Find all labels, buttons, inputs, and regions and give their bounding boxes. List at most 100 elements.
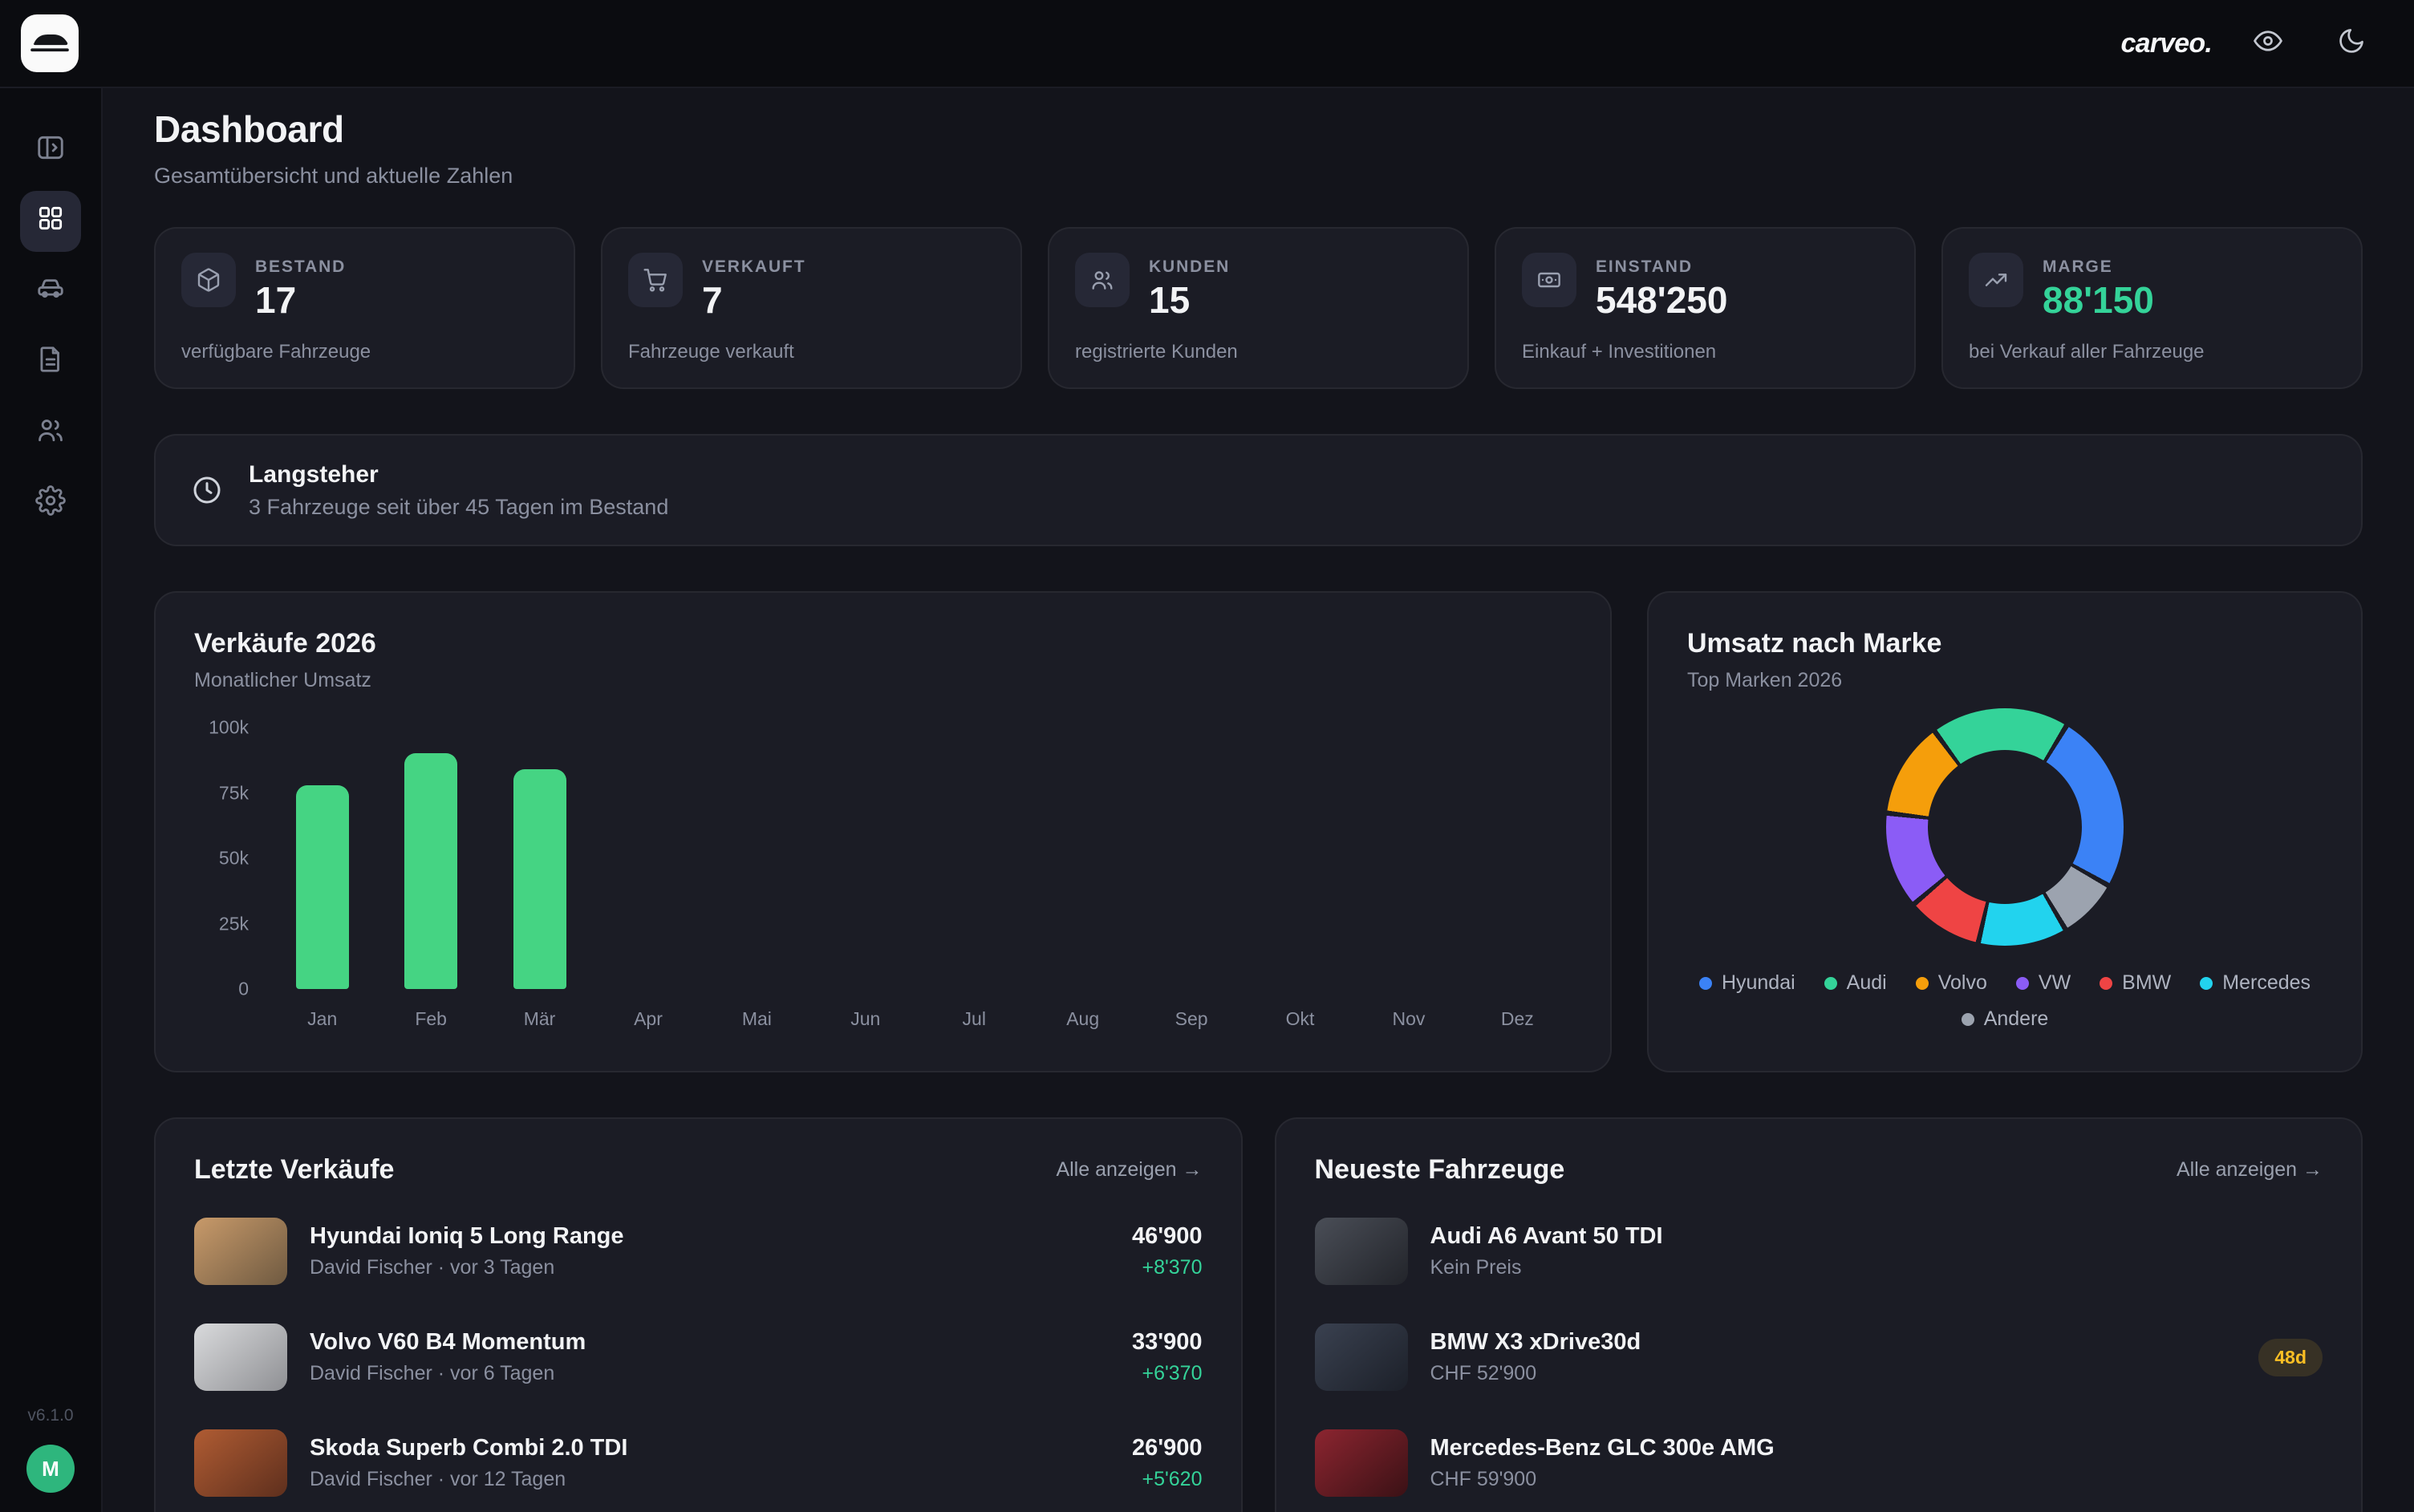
sales-show-all-link[interactable]: Alle anzeigen →	[1056, 1158, 1203, 1181]
vehicle-list-item[interactable]: BMW X3 xDrive30d CHF 52'900 48d	[1314, 1324, 2323, 1391]
legend-audi: Audi	[1824, 971, 1887, 995]
car-icon	[35, 274, 66, 310]
page-subtitle: Gesamtübersicht und aktuelle Zahlen	[154, 164, 513, 188]
sidebar-item-customers[interactable]	[20, 403, 81, 464]
x-tick-dez: Dez	[1500, 1008, 1534, 1029]
sidebar-item-toggle[interactable]	[20, 120, 81, 181]
legend-dot	[1824, 976, 1837, 990]
app-logo[interactable]	[21, 14, 79, 72]
gear-icon	[35, 485, 66, 522]
brand-donut-card: Umsatz nach Marke Top Marken 2026 Hyunda…	[1647, 591, 2363, 1072]
sidebar-item-documents[interactable]	[20, 332, 81, 393]
vehicle-thumbnail	[194, 1218, 287, 1285]
vehicle-thumbnail	[1314, 1218, 1408, 1285]
x-tick-jul: Jul	[962, 1008, 986, 1029]
sales-chart-card: Verkäufe 2026 Monatlicher Umsatz 100k 75k…	[154, 591, 1612, 1072]
legend-bmw: BMW	[2100, 971, 2171, 995]
bar-feb	[404, 753, 458, 989]
x-tick-nov: Nov	[1392, 1008, 1426, 1029]
y-tick: 100k	[209, 716, 249, 738]
sales-list: Hyundai Ioniq 5 Long Range David Fischer …	[194, 1218, 1203, 1497]
sidebar-item-dashboard[interactable]	[20, 191, 81, 252]
vehicles-list: Audi A6 Avant 50 TDI Kein Preis BMW X3 xDr…	[1314, 1218, 2323, 1497]
brand-wordmark: carveo.	[2120, 27, 2213, 59]
stats-row: BESTAND 17 verfügbare Fahrzeuge VERKAUFT 7 Fa…	[154, 227, 2363, 389]
bar-column-okt	[1246, 728, 1354, 989]
sidebar-item-settings[interactable]	[20, 473, 81, 534]
langsteher-alert: Langsteher 3 Fahrzeuge seit über 45 Tage…	[154, 434, 2363, 546]
sidebar: v6.1.0 M	[0, 88, 101, 1512]
vehicle-title: Skoda Superb Combi 2.0 TDI	[310, 1435, 628, 1461]
stat-card-marge: MARGE 88'150 bei Verkauf aller Fahrzeuge	[1941, 227, 2363, 389]
layout-grid-icon	[35, 203, 66, 240]
x-tick-sep: Sep	[1175, 1008, 1208, 1029]
sale-list-item[interactable]: Hyundai Ioniq 5 Long Range David Fischer …	[194, 1218, 1203, 1285]
vehicle-list-item[interactable]: Mercedes-Benz GLC 300e AMG CHF 59'900	[1314, 1429, 2323, 1497]
vehicle-thumbnail	[1314, 1324, 1408, 1391]
vehicle-title: Mercedes-Benz GLC 300e AMG	[1430, 1435, 1775, 1461]
users-icon	[1075, 253, 1130, 307]
vehicle-thumbnail	[1314, 1429, 1408, 1497]
legend-mercedes: Mercedes	[2200, 971, 2311, 995]
stat-caption: verfügbare Fahrzeuge	[181, 341, 371, 363]
stat-card-kunden: KUNDEN 15 registrierte Kunden	[1048, 227, 1469, 389]
vehicle-thumbnail	[194, 1429, 287, 1497]
newest-vehicles-card: Neueste Fahrzeuge Alle anzeigen → Audi A…	[1274, 1117, 2363, 1512]
stat-caption: Einkauf + Investitionen	[1522, 341, 1717, 363]
stat-value: 17	[255, 279, 297, 321]
legend-vw: VW	[2015, 971, 2071, 995]
vehicle-list-item[interactable]: Audi A6 Avant 50 TDI Kein Preis	[1314, 1218, 2323, 1285]
user-avatar[interactable]: M	[26, 1445, 75, 1493]
alert-title: Langsteher	[249, 460, 379, 488]
vehicle-price: CHF 59'900	[1430, 1468, 1537, 1490]
preview-button[interactable]	[2241, 16, 2295, 71]
legend-volvo: Volvo	[1915, 971, 1987, 995]
legend-dot	[2200, 976, 2213, 990]
sale-meta: David Fischer · vor 12 Tagen	[310, 1468, 566, 1490]
bar-column-sep	[1137, 728, 1245, 989]
sale-list-item[interactable]: Skoda Superb Combi 2.0 TDI David Fischer …	[194, 1429, 1203, 1497]
vehicle-title: Volvo V60 B4 Momentum	[310, 1329, 586, 1355]
bar-column-aug	[1028, 728, 1137, 989]
bar-column-dez	[1463, 728, 1572, 989]
vehicle-price: Kein Preis	[1430, 1256, 1522, 1279]
stat-value: 15	[1149, 279, 1191, 321]
x-tick-aug: Aug	[1066, 1008, 1100, 1029]
users-icon	[35, 415, 66, 452]
clock-icon	[191, 474, 223, 506]
bar-column-apr	[594, 728, 702, 989]
x-tick-mär: Mär	[523, 1008, 556, 1029]
vehicle-price: CHF 52'900	[1430, 1362, 1537, 1384]
legend-hyundai: Hyundai	[1698, 971, 1795, 995]
stat-label: MARGE	[2043, 257, 2113, 276]
x-tick-feb: Feb	[415, 1008, 447, 1029]
theme-toggle-button[interactable]	[2324, 16, 2379, 71]
box-icon	[181, 253, 236, 307]
stat-label: VERKAUFT	[702, 257, 806, 276]
legend-andere: Andere	[1961, 1007, 2048, 1031]
eye-icon	[2254, 26, 2282, 61]
banknote-icon	[1522, 253, 1576, 307]
vehicles-show-all-link[interactable]: Alle anzeigen →	[2176, 1158, 2323, 1181]
profit-delta: +5'620	[1142, 1468, 1203, 1490]
sidebar-nav	[20, 120, 81, 534]
x-axis: Jan Feb Mär Apr Mai Jun Jul Aug Sep Okt Nov Dez	[268, 1008, 1572, 1030]
recent-sales-card: Letzte Verkäufe Alle anzeigen → Hyundai …	[154, 1117, 1243, 1512]
y-tick: 0	[238, 978, 249, 999]
sidebar-item-vehicles[interactable]	[20, 261, 81, 322]
bar-column-mär	[485, 728, 594, 989]
stat-card-bestand: BESTAND 17 verfügbare Fahrzeuge	[154, 227, 575, 389]
main-content: Dashboard Gesamtübersicht und aktuelle Z…	[101, 88, 2414, 1512]
y-tick: 50k	[218, 847, 249, 869]
stat-card-verkauft: VERKAUFT 7 Fahrzeuge verkauft	[601, 227, 1022, 389]
moon-icon	[2337, 26, 2366, 61]
stat-caption: bei Verkauf aller Fahrzeuge	[1969, 341, 2205, 363]
sale-list-item[interactable]: Volvo V60 B4 Momentum David Fischer · vor…	[194, 1324, 1203, 1391]
stat-label: BESTAND	[255, 257, 347, 276]
legend-dot	[2015, 976, 2029, 990]
plot-area	[268, 728, 1572, 989]
y-tick: 75k	[218, 782, 249, 803]
legend-dot	[1961, 1012, 1974, 1026]
vehicle-thumbnail	[194, 1324, 287, 1391]
